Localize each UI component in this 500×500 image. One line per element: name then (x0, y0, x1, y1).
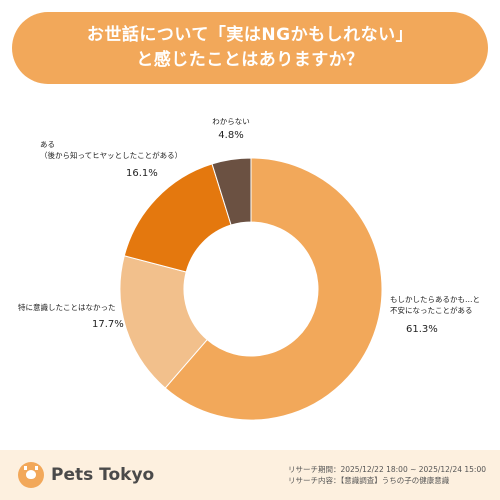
research-period: リサーチ期間：2025/12/22 18:00 ~ 2025/12/24 15:… (287, 465, 486, 474)
chart-title-line2: と感じたことはありますか？ (136, 50, 364, 70)
brand-logo: Pets Tokyo (18, 462, 154, 488)
donut-slice-3 (123, 163, 232, 273)
title-banner: お世話について「実はNGかもしれない」 と感じたことはありますか？ (12, 12, 488, 84)
slice-label-4: わからない (212, 117, 250, 126)
chart-title-line1: お世話について「実はNGかもしれない」 (86, 25, 414, 45)
footer: Pets Tokyo リサーチ期間：2025/12/22 18:00 ~ 202… (0, 450, 500, 500)
research-info: リサーチ期間：2025/12/22 18:00 ~ 2025/12/24 15:… (288, 464, 486, 486)
research-content: リサーチ内容：【意識調査】うちの子の健康意識 (287, 476, 450, 485)
slice-label-1: もしかしたらあるかも…と不安になったことがある (390, 295, 480, 315)
brand-name: Pets Tokyo (51, 465, 155, 485)
slice-value-label-2: 17.7% (92, 319, 124, 330)
slice-value-label-1: 61.3% (406, 324, 438, 335)
slice-value-label-3: 16.1% (126, 168, 158, 179)
paw-icon (18, 462, 44, 488)
slice-label-3: ある（後から知ってヒヤッとしたことがある） (40, 140, 182, 160)
donut-chart: もしかしたらあるかも…と不安になったことがある 61.3% 特に意識したことはなかっ… (18, 117, 480, 421)
slice-value-label-4: 4.8% (218, 130, 243, 141)
slice-label-2: 特に意識したことはなかった (18, 302, 116, 312)
donut-slice-1 (164, 157, 383, 421)
donut-slice-4 (211, 157, 252, 226)
donut-slice-2 (119, 255, 208, 389)
